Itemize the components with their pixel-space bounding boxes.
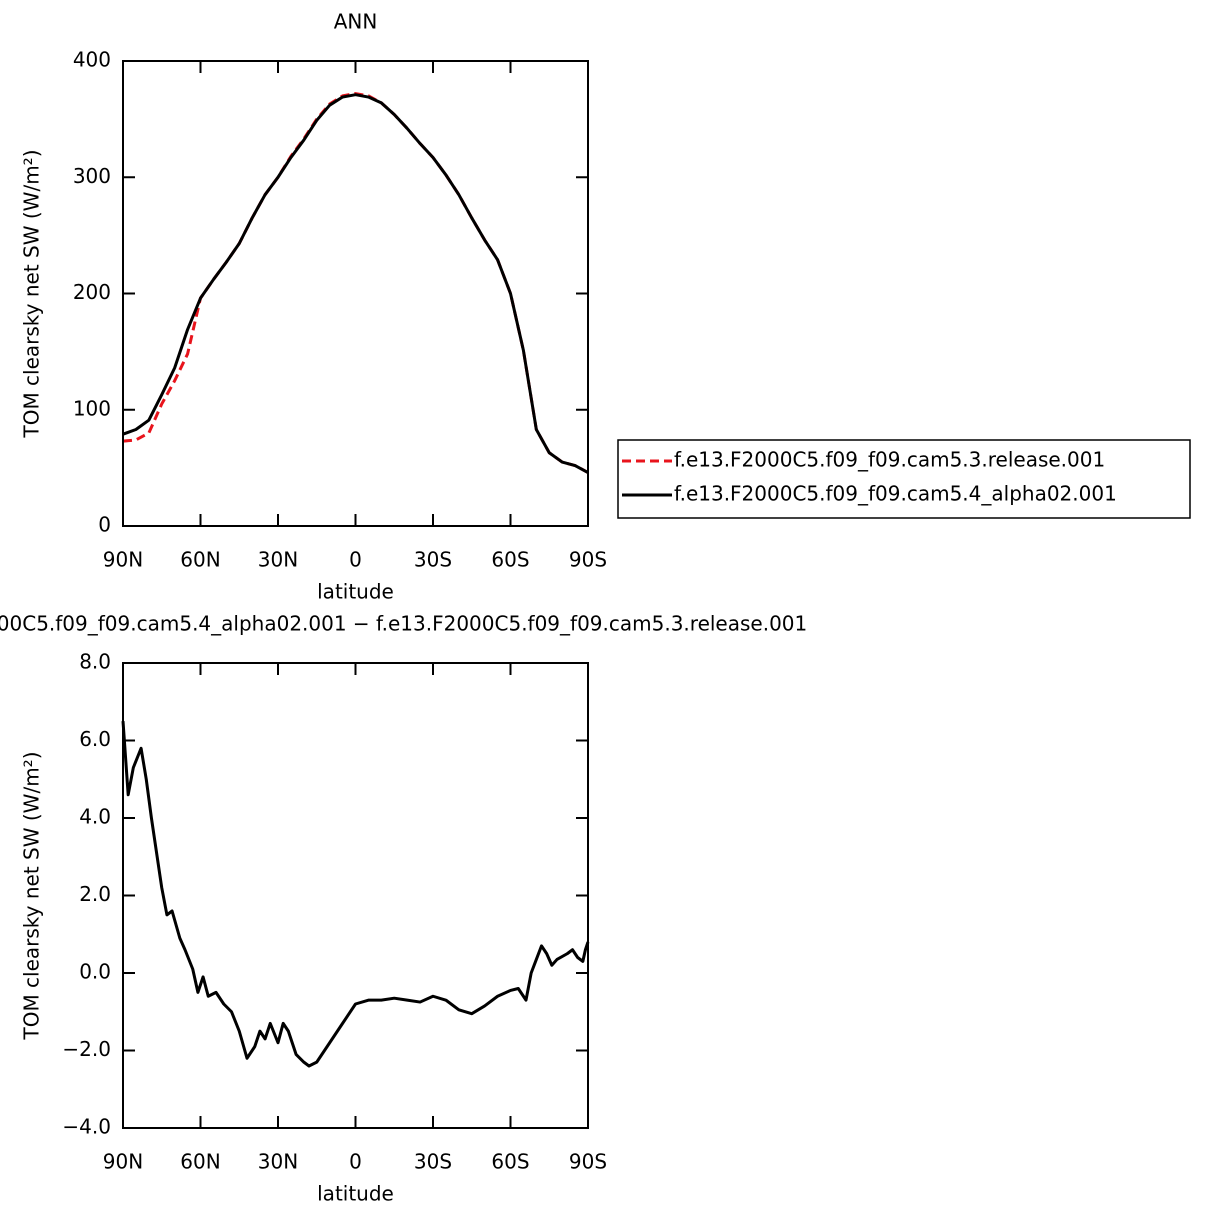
data-line [121,721,590,1068]
y-tick-label: −2.0 [62,1037,111,1061]
y-tick-label: 6.0 [79,727,111,751]
x-axis-label: latitude [317,580,394,604]
legend-label: f.e13.F2000C5.f09_f09.cam5.3.release.001 [674,448,1105,472]
plot-frame [122,60,589,527]
x-tick-label: 30S [414,548,452,572]
y-tick-label: 400 [73,48,111,72]
y-tick-label: 0.0 [79,960,111,984]
y-tick-label: 0 [98,513,111,537]
legend-label: f.e13.F2000C5.f09_f09.cam5.4_alpha02.001 [674,482,1117,506]
x-tick-label: 30S [414,1150,452,1174]
x-tick-label: 30N [258,548,298,572]
y-axis-label: TOM clearsky net SW (W/m²) [20,751,44,1040]
x-tick-label: 90S [569,1150,607,1174]
x-tick-label: 90S [569,548,607,572]
y-tick-label: 200 [73,280,111,304]
x-tick-label: 0 [349,1150,362,1174]
chart-title: f.e13.F2000C5.f09_f09.cam5.4_alpha02.001… [0,612,807,636]
y-tick-label: 4.0 [79,805,111,829]
data-line [122,93,589,474]
y-tick-label: 2.0 [79,882,111,906]
x-tick-label: 60N [180,1150,220,1174]
x-tick-label: 60N [180,548,220,572]
y-tick-label: 300 [73,164,111,188]
x-tick-label: 60S [491,1150,529,1174]
legend-box [617,439,1191,519]
x-tick-label: 30N [258,1150,298,1174]
y-tick-label: 8.0 [79,650,111,674]
y-tick-label: 100 [73,396,111,420]
x-tick-label: 90N [103,548,143,572]
y-axis-label: TOM clearsky net SW (W/m²) [20,149,44,438]
chart-title: ANN [334,10,378,34]
x-tick-label: 60S [491,548,529,572]
plot-frame [122,662,589,1129]
x-tick-label: 0 [349,548,362,572]
x-axis-label: latitude [317,1182,394,1206]
y-tick-label: −4.0 [62,1115,111,1139]
data-line [122,92,589,474]
x-tick-label: 90N [103,1150,143,1174]
